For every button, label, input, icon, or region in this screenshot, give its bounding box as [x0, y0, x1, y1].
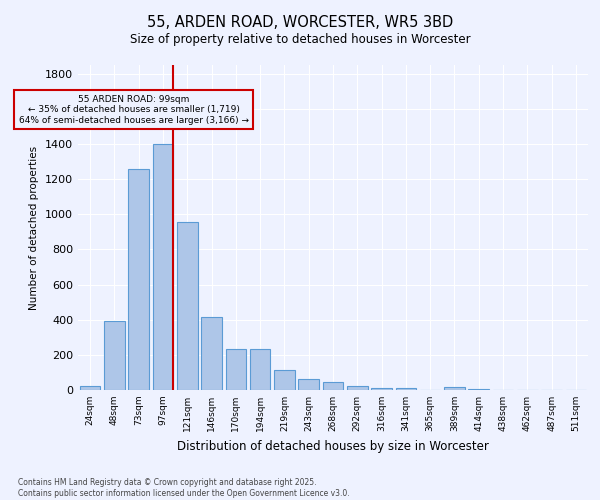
Bar — [177, 222, 197, 390]
Bar — [128, 168, 149, 390]
Bar — [323, 382, 343, 390]
Bar — [469, 389, 489, 390]
Bar — [298, 378, 319, 390]
Bar — [104, 322, 125, 390]
X-axis label: Distribution of detached houses by size in Worcester: Distribution of detached houses by size … — [177, 440, 489, 452]
Bar — [201, 317, 222, 390]
Bar — [152, 144, 173, 390]
Bar — [371, 388, 392, 390]
Bar — [274, 370, 295, 390]
Bar — [444, 388, 465, 390]
Text: 55 ARDEN ROAD: 99sqm
← 35% of detached houses are smaller (1,719)
64% of semi-de: 55 ARDEN ROAD: 99sqm ← 35% of detached h… — [19, 95, 249, 124]
Bar — [250, 348, 271, 390]
Bar — [80, 386, 100, 390]
Bar — [226, 348, 246, 390]
Bar — [347, 386, 368, 390]
Y-axis label: Number of detached properties: Number of detached properties — [29, 146, 40, 310]
Bar — [395, 388, 416, 390]
Text: Size of property relative to detached houses in Worcester: Size of property relative to detached ho… — [130, 32, 470, 46]
Text: 55, ARDEN ROAD, WORCESTER, WR5 3BD: 55, ARDEN ROAD, WORCESTER, WR5 3BD — [147, 15, 453, 30]
Text: Contains HM Land Registry data © Crown copyright and database right 2025.
Contai: Contains HM Land Registry data © Crown c… — [18, 478, 350, 498]
